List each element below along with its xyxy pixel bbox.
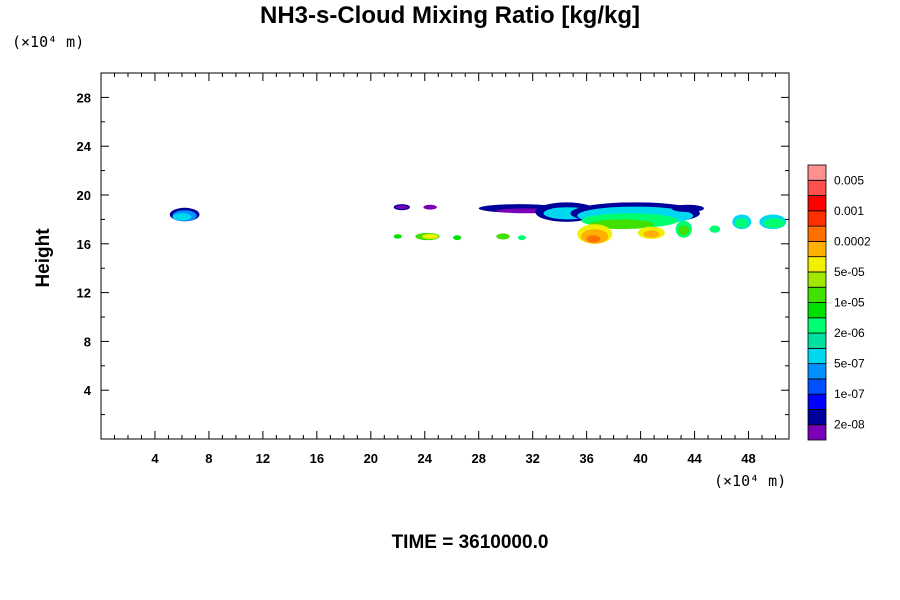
cloud-contour [735, 218, 749, 228]
y-tick-label: 12 [77, 286, 91, 301]
cloud-contour [423, 204, 437, 210]
colorbar-swatch [807, 409, 827, 426]
colorbar-swatch [807, 271, 827, 288]
chart-title: NH3-s-Cloud Mixing Ratio [kg/kg] [260, 2, 640, 29]
cloud-layer [169, 202, 787, 244]
x-tick-label: 4 [151, 451, 159, 466]
x-tick-label: 48 [741, 451, 755, 466]
x-tick-label: 36 [579, 451, 593, 466]
y-tick-label: 4 [84, 383, 92, 398]
colorbar-swatch [807, 210, 827, 227]
colorbar-swatch [807, 179, 827, 196]
colorbar-label: 2e-08 [834, 418, 865, 432]
colorbar-swatch [807, 393, 827, 410]
y-axis-label: Height [33, 228, 54, 288]
y-tick-label: 20 [77, 188, 91, 203]
x-tick-label: 44 [687, 451, 702, 466]
colorbar-swatch [807, 256, 827, 273]
colorbar-swatch [807, 225, 827, 242]
x-tick-label: 8 [205, 451, 212, 466]
cloud-contour [453, 235, 462, 241]
colorbar-label: 0.0002 [834, 234, 871, 248]
plot-frame [100, 72, 790, 440]
cloud-contour [172, 213, 192, 221]
colorbar-swatch [807, 363, 827, 380]
cloud-contour [678, 225, 690, 236]
cloud-contour [709, 225, 721, 233]
y-tick-label: 24 [77, 139, 92, 154]
colorbar: 2e-08 1e-07 5e-07 2e-06 1e-05 5e-05 0.0002 0.00… [807, 164, 871, 441]
cloud-contour [422, 234, 439, 239]
colorbar-swatch [807, 164, 827, 181]
colorbar-swatch [807, 378, 827, 395]
x-tick-label: 40 [633, 451, 647, 466]
x-tick-label: 32 [525, 451, 539, 466]
cloud-contour [643, 230, 660, 238]
x-unit-label: (×10⁴ m) [714, 472, 787, 490]
x-tick-label: 16 [310, 451, 324, 466]
colorbar-swatch [807, 332, 827, 349]
colorbar-swatch [807, 286, 827, 303]
colorbar-label: 1e-07 [834, 387, 865, 401]
cloud-contour [517, 235, 526, 241]
cloud-contour [393, 234, 402, 239]
colorbar-label: 2e-06 [834, 326, 865, 340]
colorbar-label: 0.001 [834, 204, 864, 218]
colorbar-swatch [807, 317, 827, 334]
y-unit-label: (×10⁴ m) [12, 33, 85, 51]
x-tick-label: 20 [364, 451, 378, 466]
colorbar-label: 1e-05 [834, 296, 865, 310]
cloud-contour [395, 205, 408, 210]
cloud-contour [671, 204, 705, 213]
y-tick-label: 16 [77, 237, 91, 252]
x-tick-label: 12 [256, 451, 270, 466]
x-tick-label: 28 [471, 451, 485, 466]
colorbar-swatch [807, 240, 827, 258]
colorbar-swatch [807, 195, 827, 212]
y-tick-label: 28 [77, 90, 91, 105]
cloud-contour [586, 235, 601, 243]
colorbar-swatch [807, 302, 827, 319]
colorbar-label: 0.005 [834, 173, 864, 187]
x-tick-label: 24 [418, 451, 433, 466]
colorbar-swatch [807, 424, 827, 441]
y-tick-label: 8 [84, 334, 91, 349]
colorbar-label: 5e-07 [834, 357, 865, 371]
colorbar-swatch [807, 347, 827, 365]
time-label: TIME = 3610000.0 [391, 532, 549, 553]
cloud-contour [763, 218, 785, 228]
cloud-contour [496, 233, 510, 240]
colorbar-label: 5e-05 [834, 265, 865, 279]
